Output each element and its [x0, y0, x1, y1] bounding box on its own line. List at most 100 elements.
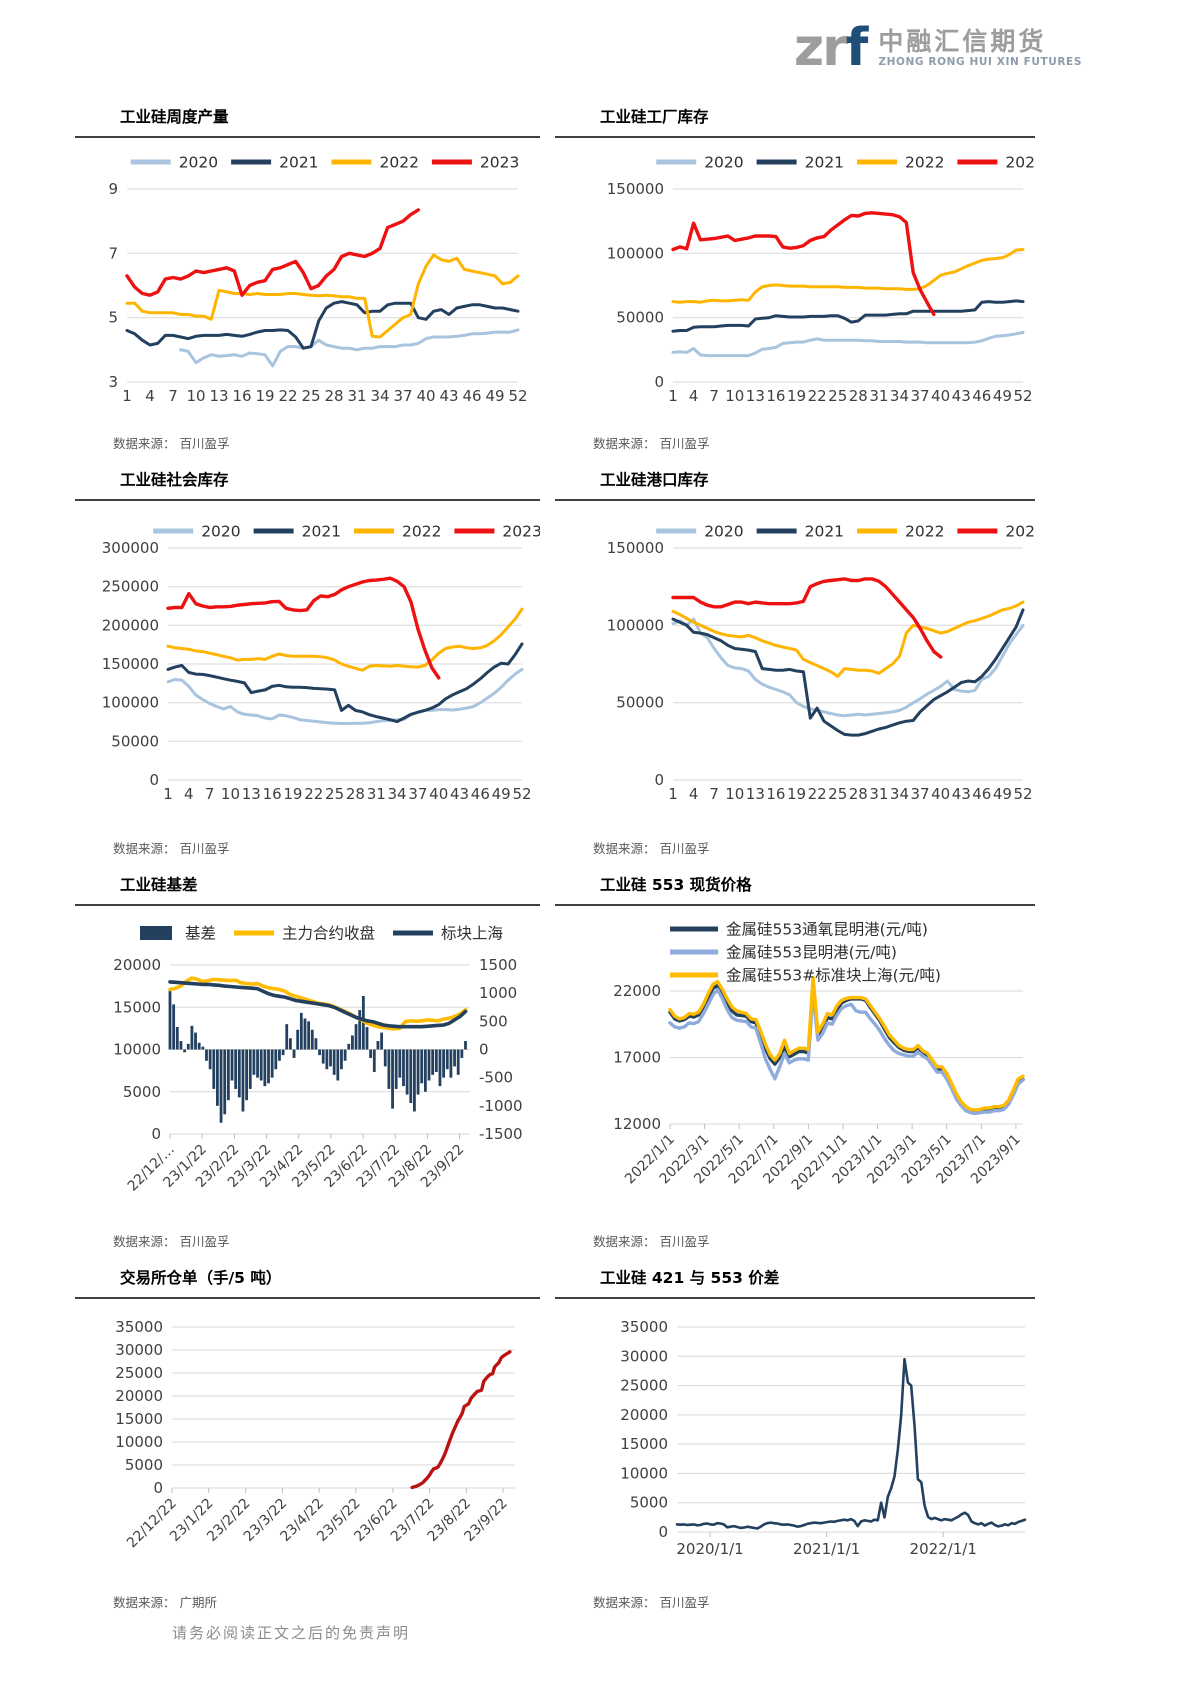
svg-text:主力合约收盘: 主力合约收盘	[282, 924, 375, 943]
svg-text:49: 49	[993, 387, 1012, 405]
svg-text:16: 16	[766, 785, 785, 803]
svg-text:基差: 基差	[185, 925, 216, 943]
svg-text:34: 34	[388, 785, 407, 803]
svg-text:-1000: -1000	[479, 1097, 523, 1115]
title-rule	[555, 1297, 1035, 1299]
data-source: 数据来源： 百川盈孚	[593, 1595, 710, 1610]
factory-inventory-chart: 0 50000 100000 150000 1 4 7 10 13 16 19 22 25 28 31 34 3…	[607, 154, 1035, 406]
svg-text:5000: 5000	[125, 1456, 163, 1474]
svg-text:10: 10	[725, 785, 744, 803]
svg-text:49: 49	[492, 785, 511, 803]
company-name-cn: 中融汇信期货	[878, 26, 1047, 56]
svg-text:2023: 2023	[1005, 523, 1035, 541]
svg-text:31: 31	[347, 387, 366, 405]
data-source: 数据来源： 广期所	[113, 1595, 217, 1610]
svg-text:10: 10	[725, 387, 744, 405]
logo-zrf-icon: zrf	[794, 22, 869, 74]
svg-text:3: 3	[108, 373, 118, 391]
chart-social-inventory: 工业硅社会库存 0 50000 100000 150000 200000 250000 30…	[75, 471, 540, 876]
svg-text:1000: 1000	[479, 984, 517, 1002]
svg-text:35000: 35000	[620, 1318, 668, 1336]
svg-text:37: 37	[408, 785, 427, 803]
svg-text:25: 25	[325, 785, 344, 803]
data-source: 数据来源： 百川盈孚	[593, 436, 710, 451]
data-source: 数据来源： 百川盈孚	[113, 841, 230, 856]
svg-text:37: 37	[393, 387, 412, 405]
svg-text:0: 0	[654, 373, 664, 391]
svg-text:31: 31	[869, 387, 888, 405]
svg-text:25: 25	[828, 785, 847, 803]
svg-text:22/12/22: 22/12/22	[124, 1496, 180, 1552]
title-rule	[555, 136, 1035, 138]
svg-text:-1500: -1500	[479, 1125, 523, 1143]
chart-factory-inventory: 工业硅工厂库存 0 50000 100000 150000 1 4 7 10 13 16 19 22 2…	[555, 108, 1035, 471]
svg-text:22000: 22000	[613, 982, 661, 1000]
svg-text:金属硅553#标准块上海(元/吨): 金属硅553#标准块上海(元/吨)	[726, 967, 941, 985]
disclaimer-note: 请务必阅读正文之后的免责声明	[172, 1624, 411, 1642]
company-name-en: ZHONG RONG HUI XIN FUTURES	[878, 56, 1082, 69]
svg-text:2022/1/1: 2022/1/1	[910, 1540, 977, 1558]
svg-text:7: 7	[709, 387, 719, 405]
svg-text:13: 13	[242, 785, 261, 803]
svg-text:10: 10	[221, 785, 240, 803]
svg-text:150000: 150000	[102, 655, 159, 673]
chart-title: 工业硅社会库存	[120, 471, 229, 489]
svg-text:43: 43	[952, 785, 971, 803]
svg-text:28: 28	[849, 785, 868, 803]
svg-text:0: 0	[153, 1479, 163, 1497]
chart-spot-price-553: 工业硅 553 现货价格 12000 17000 22000 2022/1/1 2022…	[555, 876, 1035, 1269]
svg-text:250000: 250000	[102, 578, 159, 596]
svg-text:17000: 17000	[613, 1049, 661, 1067]
svg-text:52: 52	[1013, 785, 1032, 803]
svg-text:12000: 12000	[613, 1115, 661, 1133]
svg-text:0: 0	[658, 1523, 668, 1541]
svg-text:22: 22	[808, 785, 827, 803]
chart-title: 工业硅周度产量	[120, 108, 229, 126]
svg-text:30000: 30000	[115, 1341, 163, 1359]
title-rule	[75, 499, 540, 501]
svg-text:52: 52	[1013, 387, 1032, 405]
svg-text:150000: 150000	[607, 180, 664, 198]
svg-text:43: 43	[952, 387, 971, 405]
svg-text:52: 52	[508, 387, 527, 405]
svg-text:16: 16	[263, 785, 282, 803]
svg-text:1: 1	[163, 785, 173, 803]
svg-text:4: 4	[145, 387, 155, 405]
svg-text:2020: 2020	[704, 523, 743, 541]
svg-text:0: 0	[479, 1041, 489, 1059]
chart-grid: 工业硅周度产量 3 5 7 9 1 4 7 10 13 16 19 22 25 28 31 34 37 40 43 4…	[75, 108, 1035, 1630]
chart-title: 工业硅基差	[120, 876, 198, 894]
svg-text:15000: 15000	[115, 1410, 163, 1428]
svg-text:16: 16	[766, 387, 785, 405]
title-rule	[75, 136, 540, 138]
svg-text:2020/1/1: 2020/1/1	[676, 1540, 743, 1558]
svg-text:46: 46	[471, 785, 490, 803]
svg-text:40: 40	[931, 785, 950, 803]
data-source: 数据来源： 百川盈孚	[593, 841, 710, 856]
svg-text:19: 19	[283, 785, 302, 803]
svg-text:34: 34	[890, 387, 909, 405]
svg-text:13: 13	[746, 387, 765, 405]
svg-text:50000: 50000	[111, 732, 159, 750]
warehouse-receipts-chart: 0 5000 10000 15000 20000 25000 30000 35000 22/12…	[115, 1318, 515, 1552]
svg-text:37: 37	[911, 785, 930, 803]
svg-text:40: 40	[429, 785, 448, 803]
svg-text:7: 7	[108, 244, 118, 262]
svg-text:25: 25	[828, 387, 847, 405]
svg-text:0: 0	[151, 1125, 161, 1143]
chart-price-spread-421-553: 工业硅 421 与 553 价差 0 5000 10000 15000 20000 250…	[555, 1269, 1035, 1630]
svg-text:20000: 20000	[115, 1387, 163, 1405]
svg-text:100000: 100000	[102, 694, 159, 712]
svg-text:13: 13	[746, 785, 765, 803]
svg-text:2020: 2020	[201, 523, 240, 541]
svg-text:100000: 100000	[607, 244, 664, 262]
svg-text:40: 40	[416, 387, 435, 405]
svg-text:22: 22	[808, 387, 827, 405]
svg-text:4: 4	[184, 785, 194, 803]
chart-title: 工业硅工厂库存	[600, 108, 709, 126]
svg-text:2023: 2023	[1005, 154, 1035, 172]
svg-text:52: 52	[512, 785, 531, 803]
svg-text:5: 5	[108, 309, 118, 327]
title-rule	[75, 1297, 540, 1299]
svg-text:金属硅553昆明港(元/吨): 金属硅553昆明港(元/吨)	[726, 944, 897, 962]
